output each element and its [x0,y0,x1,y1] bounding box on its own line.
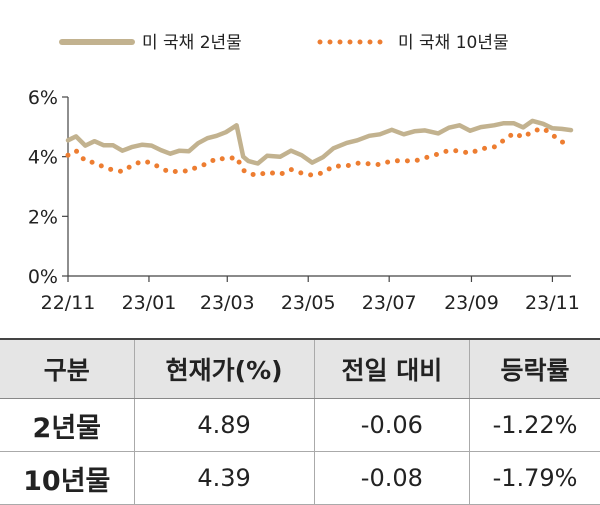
chart-legend: 미 국채 2년물 미 국채 10년물 [59,33,509,53]
table-row: 10년물 4.39 -0.08 -1.79% [0,451,600,505]
row-change: -0.06 [313,398,470,452]
legend-label-2y: 미 국채 2년물 [142,33,242,53]
series-line-2y [65,118,574,166]
row-label: 10년물 [0,451,135,505]
y-tick-label: 4% [28,147,58,169]
series-line-10y [65,125,574,178]
header-current-price: 현재가(%) [133,338,315,399]
x-tick-label: 23/09 [444,292,499,314]
x-tick-label: 23/05 [281,292,336,314]
header-change-rate: 등락률 [469,338,600,399]
row-price: 4.39 [133,451,315,505]
x-tick-label: 23/11 [525,292,580,314]
header-category: 구분 [0,338,135,399]
yield-chart: 미 국채 2년물 미 국채 10년물 0% 2% 4% 6% 22/11 23/01 23… [28,33,580,314]
x-tick-label: 23/03 [200,292,255,314]
y-axis: 0% 2% 4% 6% [28,87,69,288]
row-price: 4.89 [133,398,315,452]
x-axis: 22/11 23/01 23/03 23/05 23/07 23/09 23/11 [41,275,580,314]
x-tick-label: 23/01 [122,292,177,314]
yield-table: 구분 현재가(%) 전일 대비 등락률 2년물 4.89 -0.06 -1.22… [0,338,600,505]
x-tick-label: 23/07 [362,292,417,314]
y-tick-label: 6% [28,87,58,109]
row-rate: -1.79% [469,451,600,505]
table-header-row: 구분 현재가(%) 전일 대비 등락률 [0,338,600,399]
x-tick-label: 22/11 [41,292,96,314]
chart-series [65,118,574,178]
header-day-change: 전일 대비 [313,338,470,399]
row-rate: -1.22% [469,398,600,452]
legend-label-10y: 미 국채 10년물 [398,33,509,53]
row-label: 2년물 [0,398,135,452]
row-change: -0.08 [313,451,470,505]
y-tick-label: 0% [28,266,58,288]
table-row: 2년물 4.89 -0.06 -1.22% [0,398,600,452]
y-tick-label: 2% [28,206,58,228]
